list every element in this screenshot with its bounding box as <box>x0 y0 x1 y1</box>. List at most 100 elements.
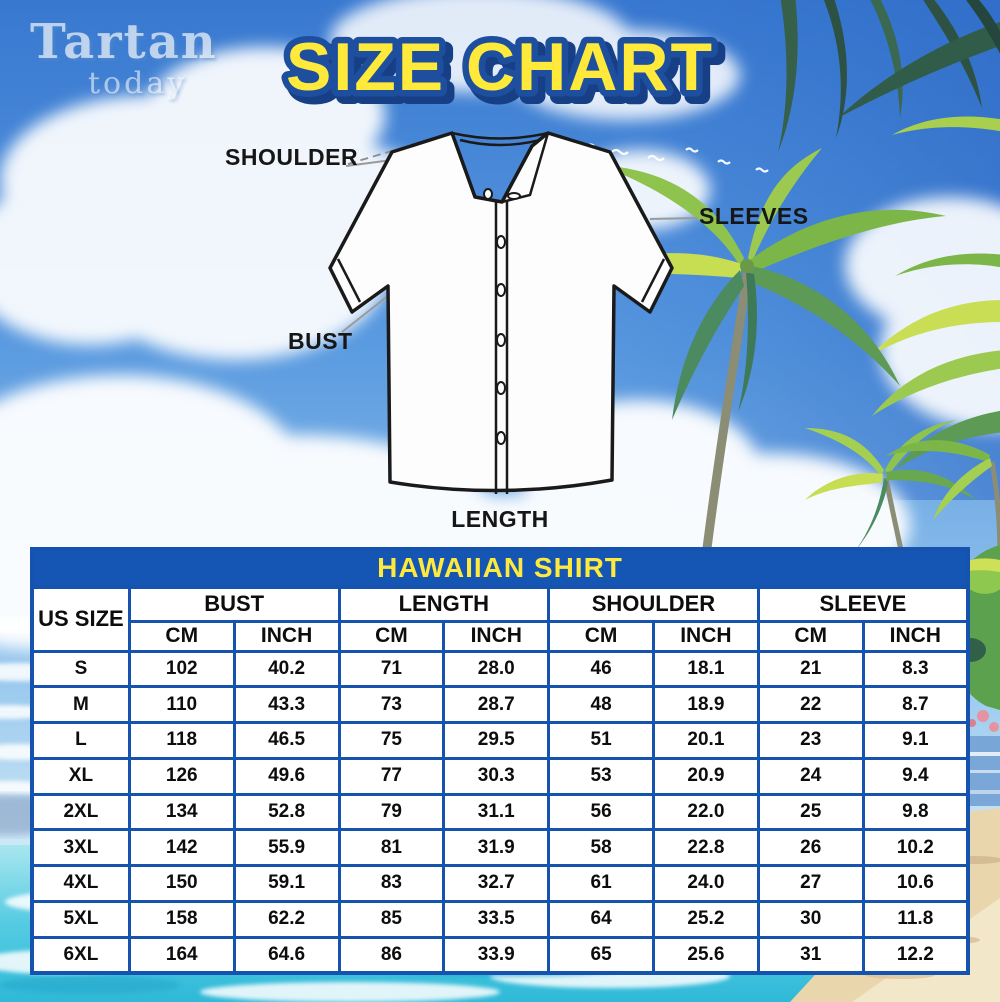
measurement-cell: 8.3 <box>861 649 970 689</box>
sleeves-label: SLEEVES <box>699 203 809 229</box>
measurement-cell: 33.9 <box>442 935 551 975</box>
bust-group-header: BUST <box>127 585 341 623</box>
measurement-cell: 79 <box>337 792 446 832</box>
measurement-cell: 27 <box>756 864 865 903</box>
size-label-cell: L <box>30 721 131 760</box>
table-row: S 102 40.2 71 28.0 46 18.1 21 8.3 <box>30 649 970 689</box>
measurement-cell: 28.0 <box>442 649 551 689</box>
brand-name: Tartan <box>30 14 218 70</box>
measurement-cell: 11.8 <box>861 899 970 939</box>
size-label-cell: 4XL <box>30 864 131 903</box>
measurement-cell: 28.7 <box>442 685 551 725</box>
measurement-cell: 55.9 <box>232 828 341 868</box>
measurement-cell: 46 <box>547 649 655 689</box>
measurement-cell: 24.0 <box>651 864 760 903</box>
measurement-cell: 86 <box>337 935 446 975</box>
measurement-cell: 26 <box>756 828 865 868</box>
measurement-cell: 21 <box>756 649 865 689</box>
us-size-header: US SIZE <box>30 585 131 653</box>
measurement-cell: 126 <box>127 756 236 796</box>
measurement-cell: 22.0 <box>651 792 760 832</box>
size-label-cell: 3XL <box>30 828 131 868</box>
measurement-cell: 164 <box>127 935 236 975</box>
size-label-cell: XL <box>30 756 131 796</box>
measurement-cell: 20.1 <box>651 721 760 760</box>
measurement-cell: 85 <box>337 899 446 939</box>
table-row: L 118 46.5 75 29.5 51 20.1 23 9.1 <box>30 721 970 760</box>
measurement-cell: 65 <box>547 935 655 975</box>
measurement-cell: 62.2 <box>232 899 341 939</box>
measurement-cell: 9.4 <box>861 756 970 796</box>
size-label-cell: M <box>30 685 131 725</box>
measurement-cell: 8.7 <box>861 685 970 725</box>
table-row: XL 126 49.6 77 30.3 53 20.9 24 9.4 <box>30 756 970 796</box>
size-label-cell: S <box>30 649 131 689</box>
measurement-cell: 73 <box>337 685 446 725</box>
bright-palm-fronds <box>870 116 1000 470</box>
page-title: SIZE CHART <box>286 29 714 105</box>
measurement-cell: 77 <box>337 756 446 796</box>
measurement-cell: 46.5 <box>232 721 341 760</box>
table-row: M 110 43.3 73 28.7 48 18.9 22 8.7 <box>30 685 970 725</box>
table-unit-header-row: CM INCH CM INCH CM INCH CM INCH <box>32 619 970 653</box>
measurement-cell: 102 <box>127 649 236 689</box>
page-title-shadow: SIZE CHART <box>292 35 720 111</box>
measurement-cell: 31 <box>756 935 865 975</box>
measurement-cell: 158 <box>127 899 236 939</box>
measurement-cell: 48 <box>547 685 655 725</box>
measurement-cell: 71 <box>337 649 446 689</box>
measurement-cell: 49.6 <box>232 756 341 796</box>
measurement-cell: 56 <box>547 792 655 832</box>
size-label-cell: 5XL <box>30 899 131 939</box>
brand-logo: Tartan today <box>30 14 218 101</box>
unit-header: INCH <box>861 619 970 653</box>
measurement-cell: 32.7 <box>442 864 551 903</box>
shirt-outline <box>328 131 674 493</box>
measurement-cell: 118 <box>127 721 236 760</box>
measurement-cell: 43.3 <box>232 685 341 725</box>
measurement-cell: 81 <box>337 828 446 868</box>
measurement-cell: 31.9 <box>442 828 551 868</box>
shoulder-group-header: SHOULDER <box>547 585 760 623</box>
length-group-header: LENGTH <box>337 585 551 623</box>
measurement-cell: 134 <box>127 792 236 832</box>
table-row: 3XL 142 55.9 81 31.9 58 22.8 26 10.2 <box>30 828 970 868</box>
measurement-cell: 18.1 <box>651 649 760 689</box>
size-label-cell: 6XL <box>30 935 131 975</box>
table-row: 2XL 134 52.8 79 31.1 56 22.0 25 9.8 <box>30 792 970 832</box>
table-caption: HAWAIIAN SHIRT <box>30 547 970 589</box>
size-table: HAWAIIAN SHIRT US SIZE BUST LENGTH SHOUL… <box>30 547 970 975</box>
measurement-cell: 25.6 <box>651 935 760 975</box>
shoulder-label: SHOULDER <box>225 144 359 170</box>
measurement-cell: 58 <box>547 828 655 868</box>
measurement-cell: 110 <box>127 685 236 725</box>
measurement-cell: 61 <box>547 864 655 903</box>
measurement-cell: 10.6 <box>861 864 970 903</box>
measurement-cell: 22.8 <box>651 828 760 868</box>
measurement-cell: 25 <box>756 792 865 832</box>
table-row: 4XL 150 59.1 83 32.7 61 24.0 27 10.6 <box>30 864 970 903</box>
measurement-cell: 53 <box>547 756 655 796</box>
size-label-cell: 2XL <box>30 792 131 832</box>
table-group-header-row: US SIZE BUST LENGTH SHOULDER SLEEVE <box>30 585 970 653</box>
measurement-cell: 9.1 <box>861 721 970 760</box>
size-table-body: S 102 40.2 71 28.0 46 18.1 21 8.3 M 110 43.3 73 28.7 4… <box>30 649 970 975</box>
measurement-cell: 142 <box>127 828 236 868</box>
measurement-cell: 29.5 <box>442 721 551 760</box>
table-row: 6XL 164 64.6 86 33.9 65 25.6 31 12.2 <box>30 935 970 975</box>
page-title-art: SIZE CHART SIZE CHART <box>280 23 727 120</box>
measurement-cell: 22 <box>756 685 865 725</box>
measurement-cell: 20.9 <box>651 756 760 796</box>
measurement-cell: 150 <box>127 864 236 903</box>
unit-header: CM <box>547 619 655 653</box>
measurement-cell: 40.2 <box>232 649 341 689</box>
measurement-cell: 31.1 <box>442 792 551 832</box>
measurement-cell: 25.2 <box>651 899 760 939</box>
shirt-diagram <box>328 131 699 494</box>
brand-subtitle: today <box>88 66 188 101</box>
sleeve-group-header: SLEEVE <box>756 585 970 623</box>
unit-header: CM <box>337 619 446 653</box>
measurement-cell: 52.8 <box>232 792 341 832</box>
unit-header: CM <box>756 619 865 653</box>
